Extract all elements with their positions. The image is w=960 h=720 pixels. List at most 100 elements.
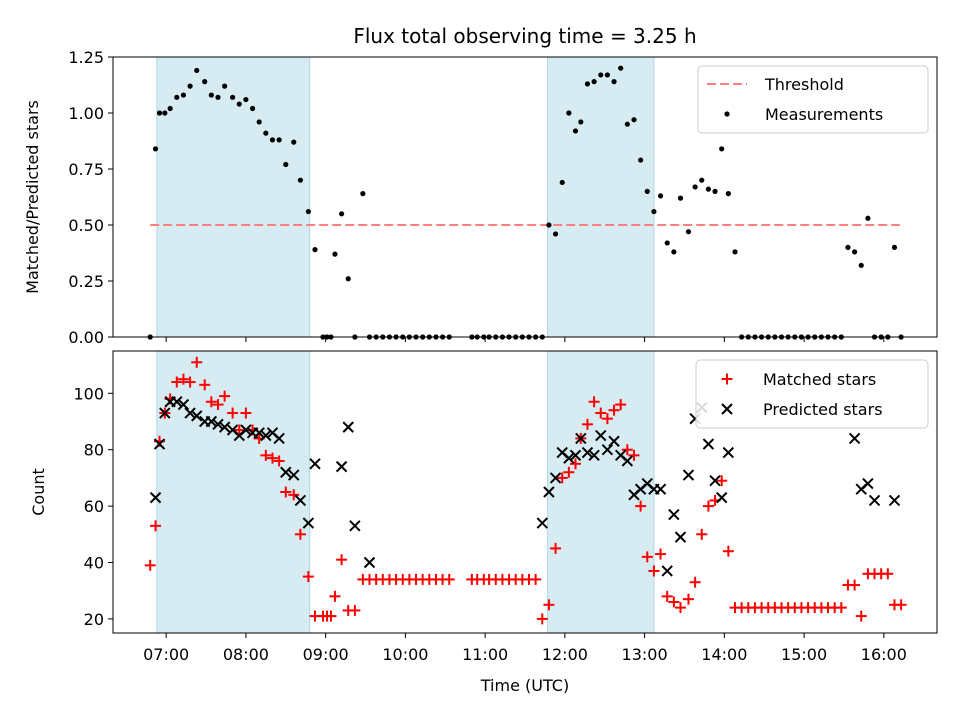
measurement-point — [611, 79, 617, 85]
x-mark-b — [153, 438, 166, 450]
measurement-point — [677, 195, 684, 201]
matched-star-point — [702, 500, 714, 512]
x-mark-b — [588, 449, 600, 462]
matched-star-point — [849, 579, 861, 591]
matched-star-point — [641, 551, 653, 563]
x-mark-b — [171, 396, 183, 408]
measurement-point — [194, 67, 200, 74]
predicted-star-point — [575, 432, 587, 445]
predicted-star-point — [722, 446, 735, 459]
x-mark-b — [722, 446, 735, 459]
matched-star-point — [628, 449, 640, 461]
measurement-point — [685, 229, 692, 235]
x-mark-b — [349, 520, 361, 532]
x-mark-b — [536, 517, 548, 529]
predicted-star-point — [280, 466, 292, 478]
matched-star-point — [608, 404, 620, 416]
measurement-point — [312, 247, 318, 253]
x-mark-b — [159, 407, 171, 419]
measurement-point — [332, 251, 338, 257]
measurement-point — [187, 83, 193, 89]
x-mark-b — [888, 494, 901, 507]
matched-star-point — [895, 599, 907, 611]
matched-star-point — [543, 599, 555, 611]
observing-window — [547, 56, 655, 338]
measurement-point — [657, 193, 664, 199]
measurement-point — [865, 215, 871, 221]
measurement-point — [546, 222, 552, 228]
x-tick-label: 07:00 — [143, 645, 189, 664]
x-mark-b — [661, 565, 673, 577]
x-mark-b — [621, 455, 634, 467]
matched-star-point — [556, 472, 568, 484]
measurement-point — [276, 137, 282, 143]
top-y-tick-label: 1.25 — [68, 48, 104, 67]
x-mark-b — [288, 469, 300, 481]
top-y-axis-label: Matched/Predicted stars — [23, 100, 42, 294]
predicted-star-point — [581, 446, 594, 459]
matched-star-point — [716, 475, 728, 487]
predicted-star-point — [205, 415, 218, 428]
x-mark-b — [302, 517, 315, 529]
predicted-star-point — [536, 517, 548, 529]
matched-star-point — [648, 565, 660, 577]
x-mark-b — [575, 432, 587, 445]
matched-star-point — [615, 399, 627, 411]
x-tick-label: 08:00 — [223, 645, 269, 664]
matched-star-point — [588, 396, 600, 408]
predicted-star-point — [240, 424, 252, 436]
x-mark-b — [608, 435, 620, 447]
legend-predicted-swatch-b — [721, 403, 733, 415]
measurement-point — [345, 276, 351, 282]
x-mark-b — [581, 446, 594, 459]
matched-star-point — [325, 610, 337, 622]
predicted-star-point — [682, 469, 695, 481]
measurement-point — [705, 186, 712, 192]
x-mark-b — [212, 418, 224, 431]
predicted-star-point — [608, 435, 620, 447]
x-mark-b — [260, 429, 272, 442]
matched-star-point — [661, 590, 673, 602]
x-mark-b — [273, 432, 285, 445]
measurement-point — [584, 81, 591, 87]
top-x-ticks — [165, 337, 885, 342]
measurement-point — [664, 240, 670, 246]
predicted-star-point — [668, 508, 680, 521]
matched-star-point — [674, 602, 686, 614]
matched-star-point — [835, 602, 847, 614]
bottom-y-tick-label: 100 — [73, 384, 104, 403]
measurement-point — [559, 179, 565, 186]
matched-star-point — [550, 542, 562, 554]
predicted-star-point — [153, 438, 166, 450]
legend-predicted-label: Predicted stars — [763, 400, 883, 419]
matched-star-point — [855, 610, 867, 622]
matched-star-point — [212, 399, 224, 411]
x-mark-b — [205, 415, 218, 428]
x-tick-label: 16:00 — [861, 645, 907, 664]
predicted-star-point — [349, 520, 361, 532]
matched-star-point — [294, 528, 306, 540]
predicted-star-point — [253, 427, 265, 439]
matched-star-point — [205, 396, 217, 408]
x-mark-b — [862, 477, 874, 490]
matched-star-point — [581, 418, 593, 430]
predicted-star-point — [149, 491, 162, 504]
bottom-axes-frame — [112, 350, 938, 634]
legend-measurements-label: Measurements — [765, 105, 883, 124]
measurement-point — [297, 177, 303, 183]
predicted-star-point — [294, 494, 307, 507]
measurement-point — [692, 184, 698, 190]
measurement-point — [152, 146, 159, 152]
predicted-star-point — [549, 472, 562, 484]
bottom-panel: 20 40 60 80 100 07:00 08:00 09:00 10:00 11:00 12:… — [29, 350, 938, 695]
chart-title: Flux total observing time = 3.25 h — [353, 24, 696, 48]
matched-star-point — [184, 376, 196, 388]
measurement-point — [858, 262, 864, 268]
predicted-star-point — [588, 449, 600, 462]
predicted-star-point — [848, 432, 861, 445]
x-mark-b — [549, 472, 562, 484]
measurement-point — [732, 249, 738, 255]
x-mark-b — [595, 429, 607, 442]
bottom-observing-windows — [156, 350, 655, 634]
